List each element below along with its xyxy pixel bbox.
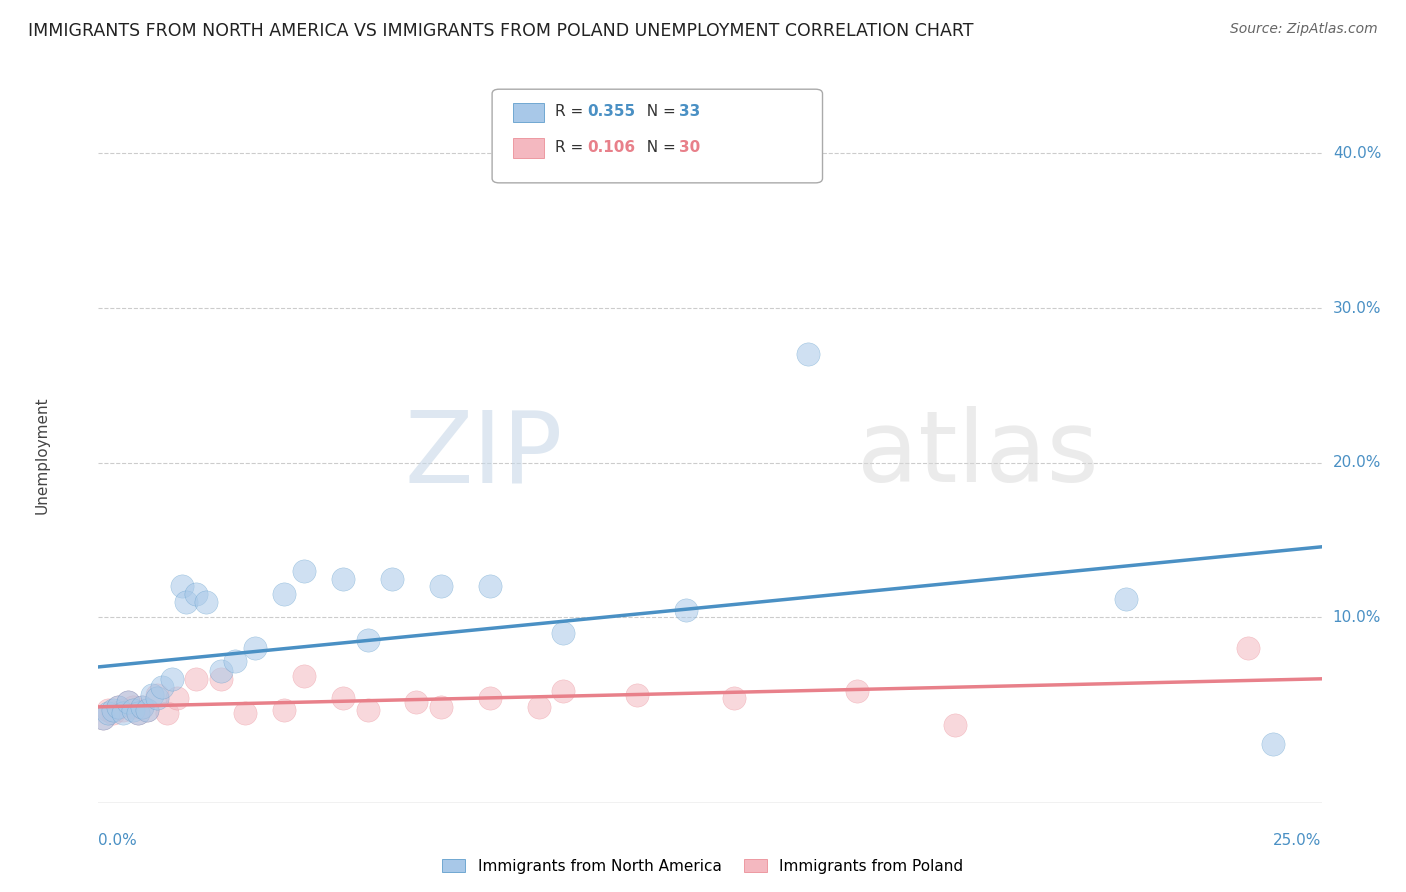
Point — [332, 690, 354, 705]
Point — [91, 711, 114, 725]
Legend: Immigrants from North America, Immigrants from Poland: Immigrants from North America, Immigrant… — [436, 853, 970, 880]
Point — [111, 703, 134, 717]
Point — [101, 706, 124, 720]
Text: 0.355: 0.355 — [588, 104, 636, 119]
Point — [209, 665, 232, 679]
Point — [170, 579, 193, 593]
Text: IMMIGRANTS FROM NORTH AMERICA VS IMMIGRANTS FROM POLAND UNEMPLOYMENT CORRELATION: IMMIGRANTS FROM NORTH AMERICA VS IMMIGRA… — [28, 22, 973, 40]
Point — [146, 688, 169, 702]
Point — [121, 700, 143, 714]
Point — [723, 690, 745, 705]
Point — [553, 684, 575, 698]
Point — [405, 695, 427, 709]
Point — [107, 700, 129, 714]
Point — [117, 695, 139, 709]
Point — [97, 703, 120, 717]
Text: Source: ZipAtlas.com: Source: ZipAtlas.com — [1230, 22, 1378, 37]
Point — [943, 718, 966, 732]
Point — [131, 700, 153, 714]
Text: Unemployment: Unemployment — [35, 396, 49, 514]
Point — [111, 706, 134, 720]
Point — [845, 684, 868, 698]
Point — [224, 654, 246, 668]
Text: ZIP: ZIP — [405, 407, 564, 503]
Text: 25.0%: 25.0% — [1274, 833, 1322, 848]
Point — [527, 700, 550, 714]
Text: N =: N = — [637, 104, 681, 119]
Point — [381, 572, 404, 586]
Point — [166, 690, 188, 705]
Point — [107, 700, 129, 714]
Text: R =: R = — [555, 140, 589, 154]
Text: R =: R = — [555, 104, 589, 119]
Text: 30.0%: 30.0% — [1333, 301, 1381, 316]
Point — [136, 703, 159, 717]
Point — [186, 587, 208, 601]
Point — [430, 700, 453, 714]
Point — [626, 688, 648, 702]
Point — [136, 703, 159, 717]
Point — [97, 706, 120, 720]
Point — [117, 695, 139, 709]
Point — [553, 625, 575, 640]
Point — [209, 672, 232, 686]
Point — [1237, 641, 1260, 656]
Point — [195, 595, 218, 609]
Point — [160, 672, 183, 686]
Text: 20.0%: 20.0% — [1333, 455, 1381, 470]
Point — [797, 347, 820, 361]
Point — [292, 669, 315, 683]
Point — [1115, 591, 1137, 606]
Point — [121, 703, 143, 717]
Text: atlas: atlas — [856, 407, 1098, 503]
Point — [146, 690, 169, 705]
Point — [273, 703, 295, 717]
Point — [356, 633, 378, 648]
Text: 30: 30 — [679, 140, 700, 154]
Point — [243, 641, 266, 656]
Point — [156, 706, 179, 720]
Text: 40.0%: 40.0% — [1333, 146, 1381, 161]
Point — [233, 706, 256, 720]
Text: 10.0%: 10.0% — [1333, 610, 1381, 624]
Text: 33: 33 — [679, 104, 700, 119]
Point — [478, 579, 501, 593]
Point — [186, 672, 208, 686]
Text: N =: N = — [637, 140, 681, 154]
Point — [101, 703, 124, 717]
Text: 0.0%: 0.0% — [98, 833, 138, 848]
Point — [675, 602, 697, 616]
Point — [91, 711, 114, 725]
Point — [127, 706, 149, 720]
Point — [478, 690, 501, 705]
Point — [127, 706, 149, 720]
Point — [150, 680, 173, 694]
Point — [332, 572, 354, 586]
Point — [292, 564, 315, 578]
Point — [273, 587, 295, 601]
Point — [1261, 737, 1284, 751]
Text: 0.106: 0.106 — [588, 140, 636, 154]
Point — [430, 579, 453, 593]
Point — [356, 703, 378, 717]
Point — [176, 595, 198, 609]
Point — [131, 700, 153, 714]
Point — [141, 688, 163, 702]
